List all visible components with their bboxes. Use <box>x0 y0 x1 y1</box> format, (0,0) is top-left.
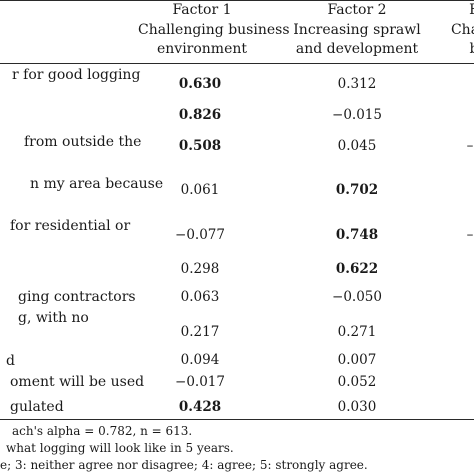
loading-f2: 0.030 <box>337 399 377 415</box>
item-label: r for good logging <box>12 67 141 83</box>
loading-f1: 0.428 <box>178 399 222 415</box>
item-label: g, with no <box>18 310 89 326</box>
footnote: what logging will look like in 5 years. <box>6 441 234 455</box>
loading-f2: 0.052 <box>337 374 377 390</box>
footnote: e; 3: neither agree nor disagree; 4: agr… <box>0 458 368 472</box>
item-label: oment will be used <box>10 374 145 390</box>
footnote: ach's alpha = 0.782, n = 613. <box>12 424 193 438</box>
loading-f1: −0.017 <box>175 374 225 390</box>
loading-f2: 0.312 <box>337 76 377 92</box>
loading-f2: 0.622 <box>335 261 379 277</box>
loading-f2: −0.050 <box>332 289 382 305</box>
header-rule <box>0 63 474 64</box>
loading-f2: 0.702 <box>335 182 379 198</box>
loading-f1: 0.217 <box>180 324 220 340</box>
loading-f1: 0.061 <box>180 182 220 198</box>
factor2-header: Factor 2 <box>327 2 387 18</box>
loading-f1: 0.630 <box>178 76 222 92</box>
loading-f3: – <box>466 227 474 243</box>
loading-f1: 0.508 <box>178 138 222 154</box>
loading-f1: 0.826 <box>178 107 222 123</box>
loading-f3: – <box>466 138 474 154</box>
factor1-header: Factor 1 <box>172 2 232 18</box>
loading-f2: −0.015 <box>332 107 382 123</box>
factor1-subtitle-line2: environment <box>156 41 248 57</box>
top-rule <box>0 0 474 1</box>
item-label: ging contractors <box>18 289 136 305</box>
loading-f2: 0.748 <box>335 227 379 243</box>
factor2-subtitle-line1: Increasing sprawl <box>293 22 421 38</box>
bottom-rule <box>0 419 474 420</box>
item-label: from outside the <box>24 134 142 150</box>
loading-f2: 0.045 <box>337 138 377 154</box>
item-label: n my area because <box>30 176 164 192</box>
item-label: d <box>6 353 15 369</box>
loading-f2: 0.271 <box>337 324 377 340</box>
factor3-header: F <box>424 2 474 18</box>
factor3-subtitle-line2: b <box>424 41 474 57</box>
factor2-subtitle-line2: and development <box>295 41 419 57</box>
item-label: gulated <box>10 399 64 415</box>
factor3-subtitle-line1: Chang <box>450 22 474 38</box>
factor1-subtitle-line1: Challenging business <box>138 22 290 38</box>
loading-f1: 0.298 <box>180 261 220 277</box>
item-label: for residential or <box>10 218 131 234</box>
loading-f1: 0.094 <box>180 352 220 368</box>
loading-f1: −0.077 <box>175 227 225 243</box>
loading-f2: 0.007 <box>337 352 377 368</box>
loading-f1: 0.063 <box>180 289 220 305</box>
